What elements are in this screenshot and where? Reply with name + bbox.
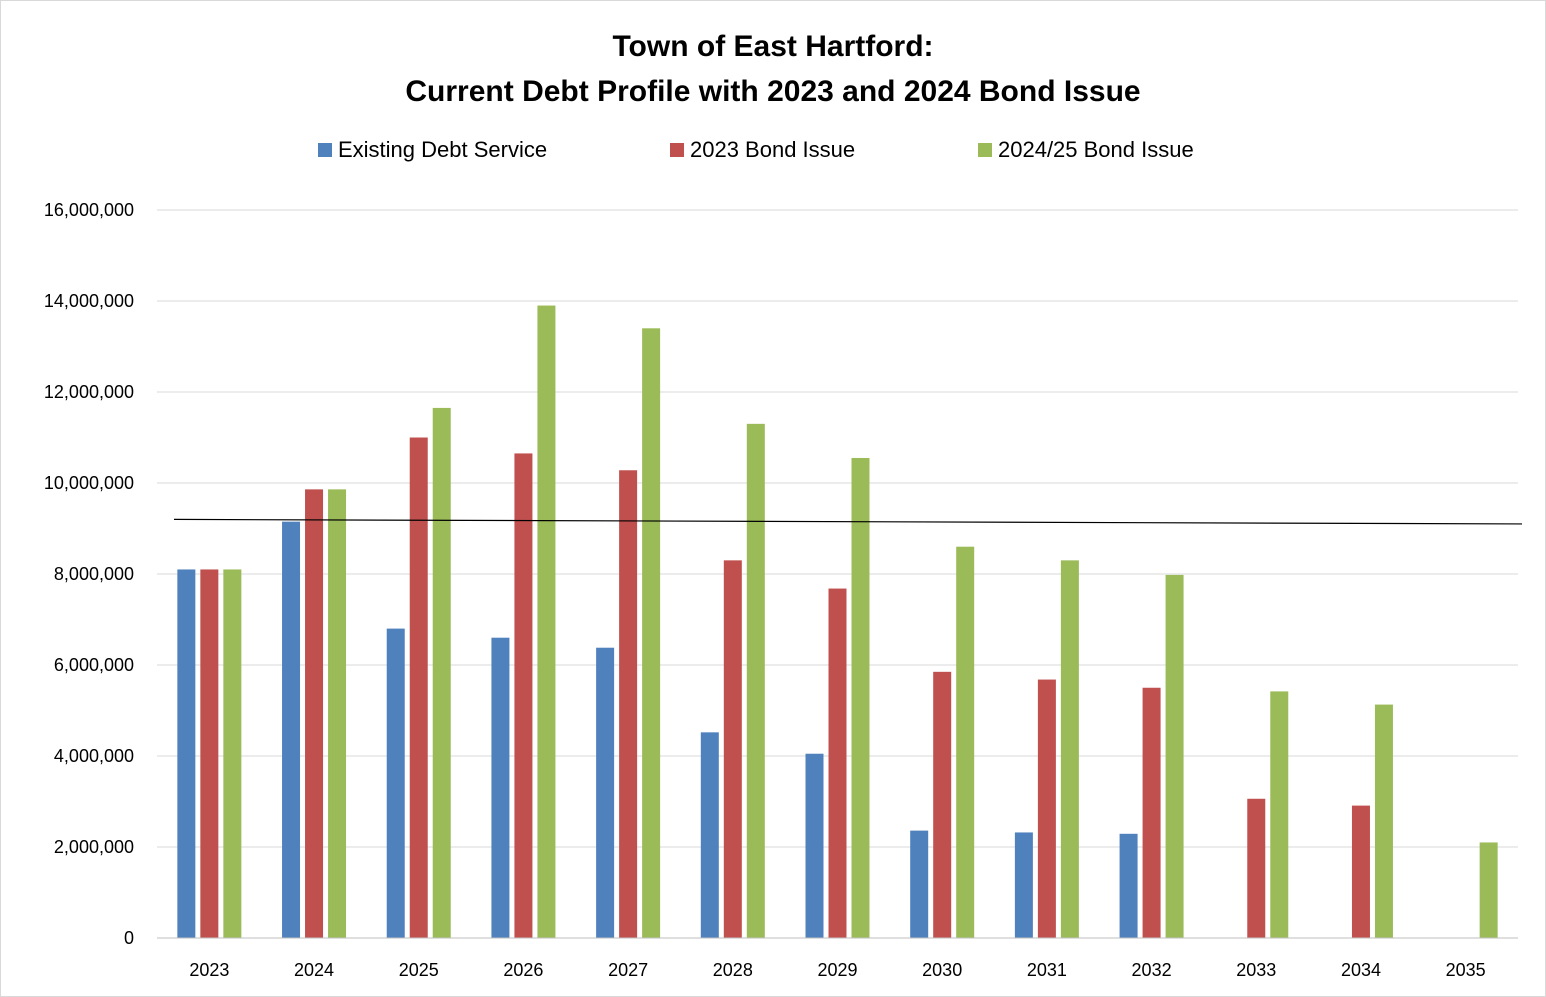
bar xyxy=(1142,687,1161,938)
chart-title-line-1: Town of East Hartford: xyxy=(612,30,934,63)
bar xyxy=(1060,560,1079,938)
x-tick-label: 2035 xyxy=(1446,960,1486,980)
x-tick-label: 2028 xyxy=(713,960,753,980)
y-tick-label: 16,000,000 xyxy=(44,200,134,220)
legend-label-2023: 2023 Bond Issue xyxy=(690,137,856,162)
y-axis-tick-labels: 0 2,000,000 4,000,000 6,000,000 8,000,000 10,… xyxy=(44,200,134,948)
bar xyxy=(1351,805,1370,938)
legend-label-existing: Existing Debt Service xyxy=(338,137,548,162)
bars xyxy=(177,305,1498,939)
chart-title-line-2: Current Debt Profile with 2023 and 2024 … xyxy=(405,75,1141,108)
bar xyxy=(514,453,533,938)
bar xyxy=(933,671,952,938)
x-tick-label: 2034 xyxy=(1341,960,1381,980)
legend-swatch-2024-25 xyxy=(978,143,992,157)
bar xyxy=(386,628,405,938)
x-tick-label: 2024 xyxy=(294,960,334,980)
x-tick-label: 2025 xyxy=(399,960,439,980)
bar xyxy=(956,546,975,938)
legend: Existing Debt Service 2023 Bond Issue 20… xyxy=(0,137,1546,167)
y-tick-label: 6,000,000 xyxy=(54,655,134,675)
y-tick-label: 10,000,000 xyxy=(44,473,134,493)
x-tick-label: 2033 xyxy=(1236,960,1276,980)
bar xyxy=(746,423,765,939)
bar xyxy=(828,588,847,938)
bar xyxy=(223,569,242,938)
bar xyxy=(328,489,347,938)
bar xyxy=(200,569,219,938)
bar xyxy=(619,470,638,938)
bar xyxy=(723,560,742,938)
legend-label-2024-25: 2024/25 Bond Issue xyxy=(998,137,1194,162)
x-tick-label: 2023 xyxy=(189,960,229,980)
legend-swatch-existing xyxy=(318,143,332,157)
x-tick-label: 2032 xyxy=(1132,960,1172,980)
bar xyxy=(1119,833,1138,938)
legend-item-2024-25-bond-issue: 2024/25 Bond Issue xyxy=(978,137,1194,163)
bar xyxy=(1374,704,1393,938)
legend-swatch-2023 xyxy=(670,143,684,157)
bar xyxy=(282,521,301,938)
bar xyxy=(537,305,556,938)
bar xyxy=(851,457,870,938)
legend-item-2023-bond-issue: 2023 Bond Issue xyxy=(670,137,855,163)
bar xyxy=(409,437,428,938)
bar xyxy=(596,647,615,938)
x-tick-label: 2029 xyxy=(817,960,857,980)
legend-item-existing-debt-service: Existing Debt Service xyxy=(318,137,547,163)
y-tick-label: 14,000,000 xyxy=(44,291,134,311)
bar xyxy=(1270,691,1289,938)
bar xyxy=(642,328,661,938)
x-tick-label: 2031 xyxy=(1027,960,1067,980)
bar xyxy=(700,732,719,938)
bar xyxy=(805,753,824,938)
reference-line xyxy=(173,518,1523,525)
y-tick-label: 0 xyxy=(124,928,134,948)
y-tick-label: 2,000,000 xyxy=(54,837,134,857)
x-axis-tick-labels: 2023 2024 2025 2026 2027 2028 2029 2030 2031 2032… xyxy=(189,960,1485,980)
y-tick-label: 4,000,000 xyxy=(54,746,134,766)
x-tick-label: 2027 xyxy=(608,960,648,980)
y-tick-label: 12,000,000 xyxy=(44,382,134,402)
y-tick-label: 8,000,000 xyxy=(54,564,134,584)
bar xyxy=(1165,574,1184,938)
bar xyxy=(1037,679,1056,938)
bar xyxy=(305,489,324,938)
bar xyxy=(177,569,196,938)
bar xyxy=(1479,842,1498,938)
reference-line-group xyxy=(173,518,1523,525)
bar xyxy=(910,830,929,938)
chart-title: Town of East Hartford: Current Debt Prof… xyxy=(0,24,1546,114)
bar xyxy=(1014,832,1033,938)
bar xyxy=(432,407,451,938)
x-tick-label: 2030 xyxy=(922,960,962,980)
bar xyxy=(1247,798,1266,938)
bar xyxy=(491,637,510,938)
x-tick-label: 2026 xyxy=(503,960,543,980)
